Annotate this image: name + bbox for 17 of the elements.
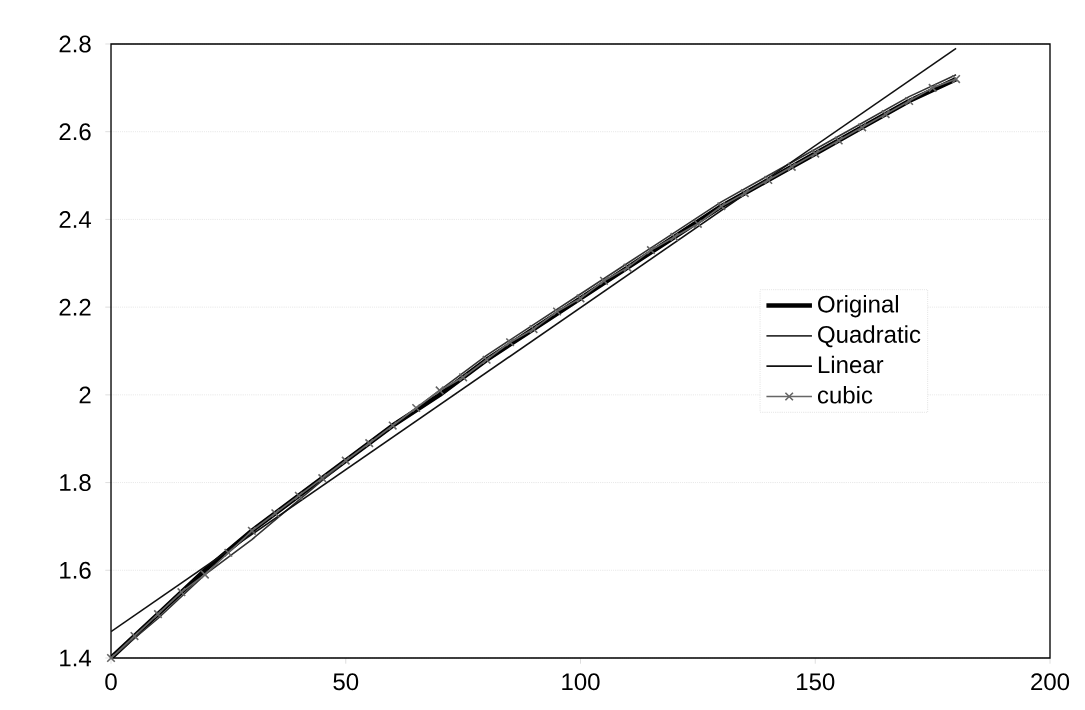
y-tick-label: 2.4: [59, 211, 92, 228]
x-tick-label: 0: [105, 673, 117, 691]
y-tick-label: 2.6: [59, 123, 91, 141]
x-tick-label: 50: [333, 673, 359, 691]
x-tick-label: 150: [797, 673, 835, 691]
y-tick-label: 1.4: [60, 649, 92, 667]
y-tick-label: 1.6: [60, 561, 91, 579]
y-tick-label: 2: [79, 386, 91, 404]
x-tick-label: 200: [1031, 673, 1070, 691]
y-tick-label: 2.2: [59, 298, 91, 316]
legend-label: cubic: [817, 385, 873, 404]
y-tick-label: 1.8: [60, 474, 91, 492]
legend-label: Quadratic: [818, 325, 921, 348]
legend-label: Original: [818, 295, 899, 318]
y-tick-label: 2.8: [59, 35, 91, 53]
x-tick-label: 100: [562, 673, 600, 691]
legend-label: Linear: [818, 355, 884, 374]
